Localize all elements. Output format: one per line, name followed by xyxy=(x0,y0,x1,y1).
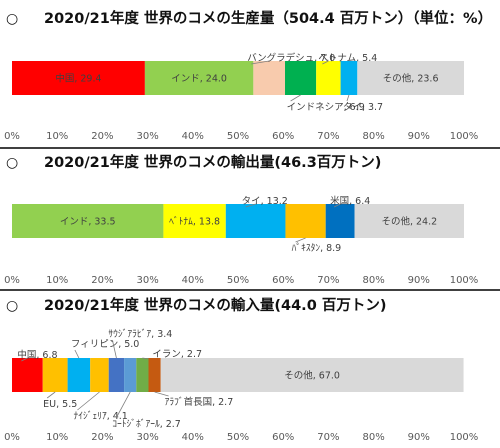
x-tick-label: 20% xyxy=(91,275,113,286)
x-tick-label: 70% xyxy=(317,432,339,443)
label-leader-line xyxy=(295,237,306,243)
chart-title-production: 2020/21年度 世界のコメの生産量（504.4 百万トン）（単位：%） xyxy=(44,9,492,27)
bar-segment xyxy=(108,358,125,392)
x-tick-label: 80% xyxy=(362,432,384,443)
data-label: ベトナム, 5.4 xyxy=(318,53,377,64)
x-tick-label: 10% xyxy=(46,131,68,142)
x-tick-label: 100% xyxy=(450,275,479,286)
bar-segment xyxy=(225,204,286,238)
x-tick-label: 50% xyxy=(227,275,249,286)
data-label: ｱﾗﾌﾞ首長国, 2.7 xyxy=(165,396,234,408)
x-tick-label: 100% xyxy=(450,131,479,142)
x-tick-label: 30% xyxy=(136,275,158,286)
x-tick-label: 80% xyxy=(362,275,384,286)
x-tick-label: 20% xyxy=(91,432,113,443)
x-tick-label: 10% xyxy=(46,275,68,286)
chart-production: 0% 10% 20% 30% 40% 50% 60% 70% 80% 90% 100% 中国, 29.… xyxy=(4,52,478,142)
x-tick-label: 30% xyxy=(136,131,158,142)
data-label: ﾊﾟｷｽﾀﾝ, 8.9 xyxy=(292,243,342,254)
x-tick-label: 100% xyxy=(450,432,479,443)
label-leader-line xyxy=(115,391,131,419)
data-label: タイ, 3.7 xyxy=(343,102,383,113)
data-label: EU, 5.5 xyxy=(43,399,77,410)
bar-segment xyxy=(148,358,161,392)
bar-segment xyxy=(357,61,464,95)
data-label: ﾅｲｼﾞｪﾘｱ, 4.1 xyxy=(73,411,127,422)
bar-segment xyxy=(354,204,464,238)
x-tick-label: 0% xyxy=(4,432,20,443)
x-tick-label: 90% xyxy=(408,432,430,443)
data-label: イラン, 2.7 xyxy=(152,349,202,360)
data-label: タイ, 13.2 xyxy=(242,196,288,207)
bar-segment xyxy=(12,358,43,392)
x-tick-label: 0% xyxy=(4,131,20,142)
data-label: インドネシア, 6.9 xyxy=(287,102,365,113)
x-tick-label: 70% xyxy=(317,131,339,142)
chart-title-export: 2020/21年度 世界のコメの輸出量(46.3百万トン) xyxy=(44,153,381,171)
data-label: その他, 67.0 xyxy=(284,370,340,382)
bar-segment xyxy=(136,358,149,392)
label-leader-line xyxy=(46,391,56,399)
label-leader-line xyxy=(21,357,28,362)
data-label: インド, 33.5 xyxy=(60,217,116,228)
data-label: ﾍﾞﾄﾅﾑ, 13.8 xyxy=(169,217,220,228)
x-tick-label: 40% xyxy=(182,432,204,443)
x-tick-label: 60% xyxy=(272,432,294,443)
chart-title-import: 2020/21年度 世界のコメの輸入量(44.0 百万トン) xyxy=(44,296,386,314)
bar-segment xyxy=(67,358,91,392)
label-leader-line xyxy=(154,391,169,397)
label-leader-line xyxy=(77,391,100,411)
label-leader-line xyxy=(251,60,270,65)
x-tick-label: 40% xyxy=(182,131,204,142)
label-leader-line xyxy=(245,203,256,208)
x-tick-label: 30% xyxy=(136,432,158,443)
bar-segment xyxy=(316,61,341,95)
x-tick-label: 40% xyxy=(182,275,204,286)
bar-segment xyxy=(42,358,68,392)
data-label: その他, 23.6 xyxy=(383,73,439,85)
x-tick-label: 50% xyxy=(227,131,249,142)
data-label: 中国, 29.4 xyxy=(55,73,101,85)
label-leader-line xyxy=(74,349,80,359)
bar-segment xyxy=(163,204,226,238)
bar-segment xyxy=(144,61,254,95)
x-tick-label: 0% xyxy=(4,275,20,286)
data-label: ｺｰﾄｼﾞﾎﾞｱｰﾙ, 2.7 xyxy=(112,419,181,430)
bar-segment xyxy=(285,61,317,95)
bar-segment xyxy=(253,61,286,95)
bar-segment xyxy=(12,204,164,238)
bar-segment xyxy=(340,61,358,95)
x-tick-label: 60% xyxy=(272,131,294,142)
label-leader-line xyxy=(333,203,341,208)
label-leader-line xyxy=(112,339,117,359)
bar-segment xyxy=(12,61,145,95)
chart-import: 0% 10% 20% 30% 40% 50% 60% 70% 80% 90% 100%中国, 6.8… xyxy=(4,329,478,443)
data-label: インド, 24.0 xyxy=(171,74,227,85)
bar-segment xyxy=(124,358,137,392)
label-leader-line xyxy=(322,60,329,65)
circle-mark: ○ xyxy=(6,298,18,314)
x-tick-label: 90% xyxy=(408,275,430,286)
chart-export: 0% 10% 20% 30% 40% 50% 60% 70% 80% 90% 100% インド, 33… xyxy=(4,195,478,286)
bar-segment xyxy=(325,204,355,238)
x-tick-label: 10% xyxy=(46,432,68,443)
x-tick-label: 60% xyxy=(272,275,294,286)
bar-segment xyxy=(285,204,326,238)
data-label: その他, 24.2 xyxy=(381,216,437,228)
x-tick-label: 20% xyxy=(91,131,113,142)
circle-mark: ○ xyxy=(6,155,18,171)
x-tick-label: 80% xyxy=(362,131,384,142)
label-leader-line xyxy=(290,94,301,102)
circle-mark: ○ xyxy=(6,11,18,27)
label-leader-line xyxy=(346,94,350,102)
x-tick-label: 70% xyxy=(317,275,339,286)
bar-segment xyxy=(160,358,464,392)
bar-segment xyxy=(90,358,109,392)
data-label: ｻｳｼﾞｱﾗﾋﾞｱ, 3.4 xyxy=(108,329,172,340)
data-label: フィリピン, 5.0 xyxy=(71,339,139,350)
x-tick-label: 90% xyxy=(408,131,430,142)
x-tick-label: 50% xyxy=(227,432,249,443)
